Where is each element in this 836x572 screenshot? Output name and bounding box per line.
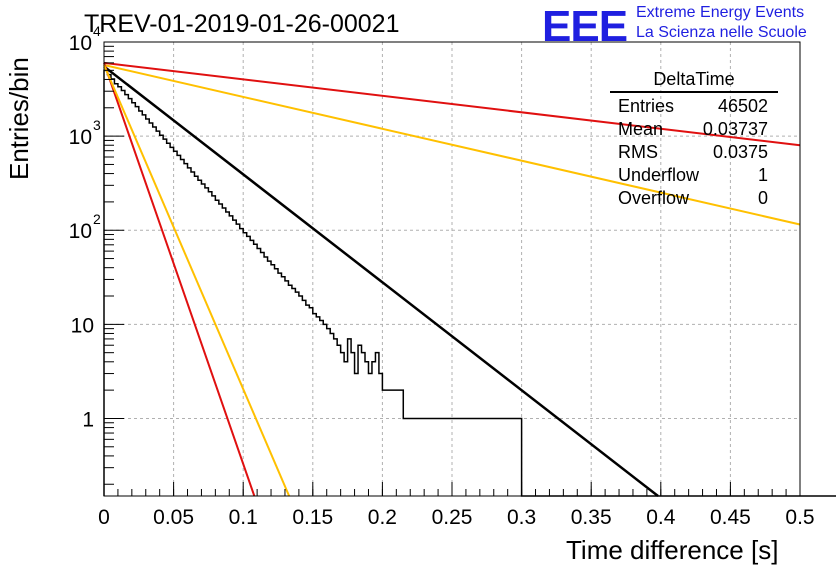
logo-line-1: Extreme Energy Events	[636, 4, 805, 21]
axis-ticks	[103, 41, 801, 496]
y-axis-label: Entries/bin	[4, 57, 34, 180]
y-tick-label: 10	[71, 314, 94, 337]
stats-value: 0.0375	[712, 142, 768, 162]
tick-labels: 0 0.05 0.1 0.15 0.2 0.25 0.3 0.35 0.4 0.45 0.51101…	[69, 23, 815, 529]
stats-value: 46502	[717, 96, 768, 116]
x-tick-label: 0.05	[153, 506, 194, 529]
stats-label: RMS	[618, 142, 658, 162]
stats-label: Entries	[618, 96, 675, 116]
x-tick-label: 0.35	[571, 506, 612, 529]
x-tick-label: 0.45	[710, 506, 751, 529]
stats-value: 1	[757, 165, 768, 185]
fit-line	[103, 65, 659, 497]
fit-curves	[103, 61, 801, 497]
x-tick-label: 0.3	[507, 506, 536, 529]
eee-logo: EEE	[542, 2, 628, 51]
x-tick-label: 0	[98, 506, 110, 529]
fit-line	[103, 64, 801, 226]
x-tick-label: 0.1	[229, 506, 258, 529]
stats-row: Overflow 0	[610, 187, 778, 210]
fit-line	[103, 62, 256, 497]
stats-row: Entries 46502	[610, 95, 778, 118]
fit-line	[103, 61, 801, 147]
stats-label: Overflow	[618, 188, 690, 208]
x-axis-label: Time difference [s]	[566, 535, 779, 565]
x-tick-label: 0.5	[785, 506, 814, 529]
y-tick-label: 10	[69, 220, 92, 243]
stats-title: DeltaTime	[610, 68, 778, 93]
stats-value: 0	[757, 188, 768, 208]
stats-box: DeltaTime Entries 46502 Mean 0.03737 RMS…	[610, 68, 778, 210]
y-tick-exponent: 3	[93, 117, 101, 133]
stats-label: Mean	[618, 119, 664, 139]
y-tick-exponent: 2	[93, 211, 101, 227]
x-tick-label: 0.2	[368, 506, 397, 529]
y-tick-label: 10	[69, 32, 92, 55]
x-tick-label: 0.25	[432, 506, 473, 529]
x-tick-label: 0.15	[292, 506, 333, 529]
x-tick-label: 0.4	[646, 506, 676, 529]
chart-title: TREV-01-2019-01-26-00021	[84, 10, 400, 38]
stats-row: RMS 0.0375	[610, 141, 778, 164]
fit-line	[103, 64, 291, 497]
stats-label: Underflow	[618, 165, 700, 185]
y-tick-label: 10	[69, 126, 92, 149]
y-tick-exponent: 4	[93, 23, 101, 39]
stats-row: Mean 0.03737	[610, 118, 778, 141]
stats-row: Underflow 1	[610, 164, 778, 187]
y-tick-label: 1	[82, 408, 94, 431]
logo-line-2: La Scienza nelle Scuole	[636, 24, 807, 41]
stats-value: 0.03737	[702, 119, 768, 139]
